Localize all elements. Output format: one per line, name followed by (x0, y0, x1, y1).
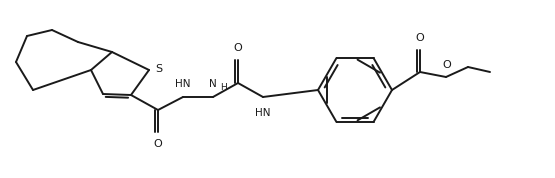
Text: N: N (209, 79, 217, 89)
Text: H: H (220, 83, 227, 92)
Text: S: S (155, 64, 162, 74)
Text: O: O (234, 43, 243, 53)
Text: HN: HN (255, 108, 271, 118)
Text: HN: HN (175, 79, 191, 89)
Text: O: O (154, 139, 163, 149)
Text: O: O (443, 60, 451, 70)
Text: O: O (416, 33, 425, 43)
